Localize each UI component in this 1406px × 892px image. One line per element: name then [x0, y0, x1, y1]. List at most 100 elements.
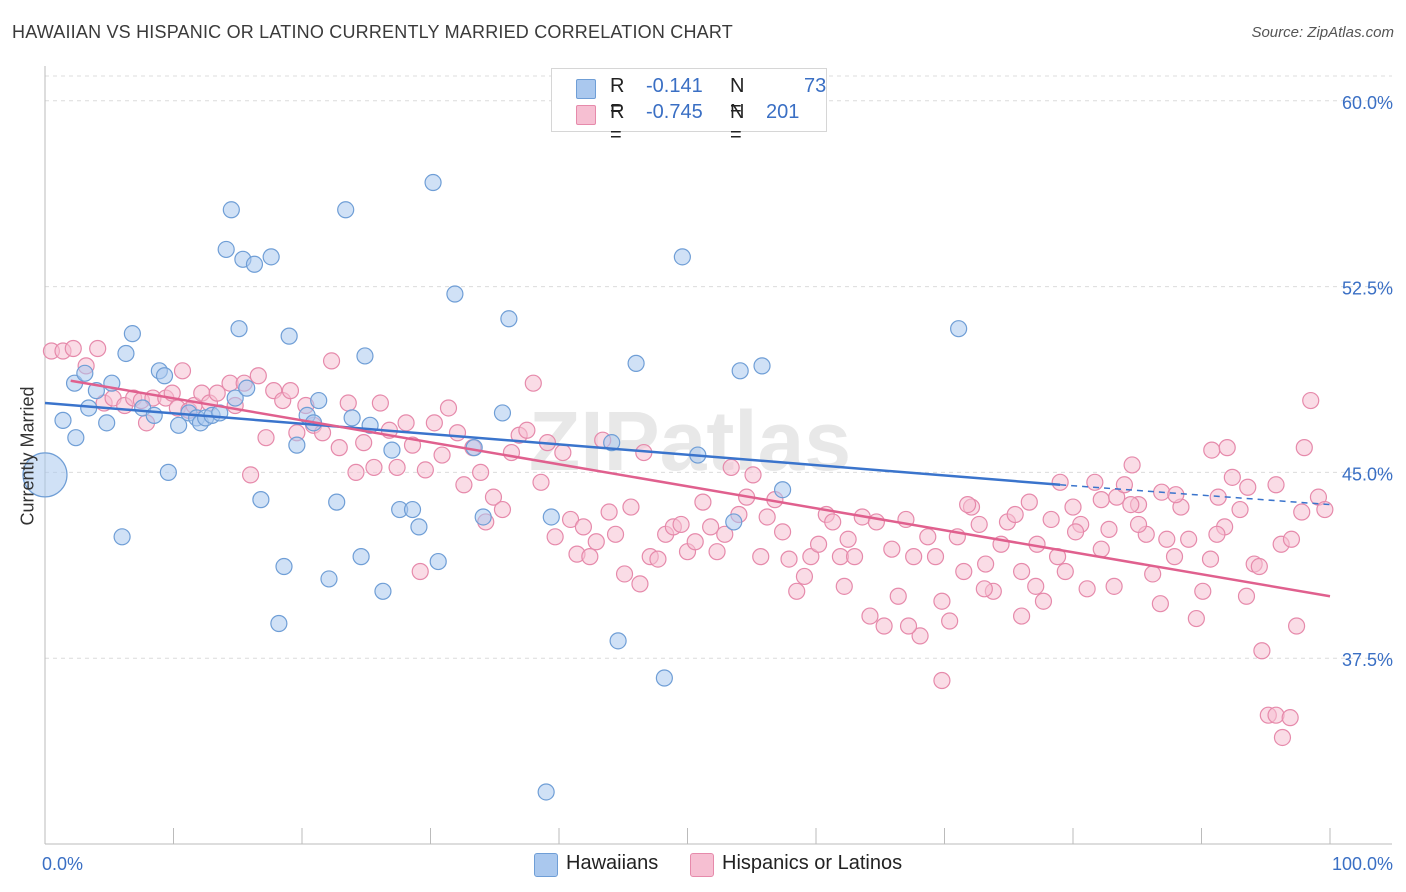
hispanic-point — [839, 530, 857, 548]
hispanic-point — [1282, 530, 1301, 548]
hispanic-point — [1267, 706, 1285, 724]
hispanic-point — [581, 548, 599, 566]
y-tick-label: 52.5% — [1342, 279, 1393, 299]
hawaiian-point — [352, 548, 370, 566]
hawaiian-point — [310, 391, 328, 410]
hispanic-point — [649, 550, 667, 568]
hispanic-point — [752, 548, 770, 566]
hispanic-point — [773, 523, 792, 541]
hispanic-point — [875, 617, 893, 635]
hispanic-point — [1239, 478, 1257, 496]
correlation-legend: R = -0.141 N = 73 R = -0.745 N = 201 — [551, 68, 827, 146]
hispanic-point — [416, 461, 434, 479]
hawaiian-point — [222, 201, 240, 219]
hawaiian-point — [446, 285, 464, 303]
hawaiian-point — [542, 508, 560, 526]
legend-swatch-pink — [576, 105, 596, 125]
hispanic-point — [1167, 486, 1185, 504]
hispanic-point — [802, 548, 820, 566]
hawaiian-point — [67, 429, 85, 447]
y-tick-label: 37.5% — [1342, 650, 1393, 670]
hawaiian-point — [159, 463, 177, 481]
hispanic-point — [606, 525, 625, 543]
hispanic-point — [1223, 468, 1241, 486]
hispanic-point — [1027, 577, 1045, 595]
legend-n-label: N = — [730, 101, 745, 146]
hispanic-point — [425, 414, 443, 432]
hispanic-point — [889, 587, 907, 605]
hawaiian-point — [673, 248, 691, 266]
hispanic-point — [433, 446, 451, 464]
hispanic-point — [208, 384, 226, 402]
hispanic-point — [493, 500, 512, 519]
hispanic-point — [330, 439, 348, 457]
hispanic-point — [1218, 439, 1236, 457]
hispanic-point — [975, 580, 993, 598]
hispanic-point — [1201, 550, 1220, 568]
hawaiian-point — [328, 493, 346, 511]
legend-r-label: R = — [610, 101, 625, 146]
y-tick-labels: 37.5% 45.0% 52.5% 60.0% — [1342, 93, 1393, 670]
hawaiian-point — [725, 513, 743, 531]
hawaiian-point — [603, 434, 621, 452]
hispanic-point — [933, 671, 951, 690]
hispanic-point — [561, 510, 580, 529]
hawaiian-point — [252, 491, 270, 509]
hawaiian-point — [424, 173, 442, 192]
hispanic-point — [795, 567, 814, 586]
hispanic-point — [1287, 617, 1306, 635]
hispanic-point — [532, 473, 550, 491]
hawaiian-point — [493, 404, 512, 422]
bottom-legend-swatch-hawaiians — [534, 853, 558, 877]
hawaiian-point — [54, 411, 72, 429]
legend-r-value: -0.141 — [646, 75, 703, 97]
hispanic-point — [355, 434, 373, 452]
hawaiian-point — [145, 406, 163, 425]
hawaiian-points — [22, 92, 968, 801]
hispanic-point — [1066, 523, 1085, 541]
hispanic-point — [845, 548, 864, 566]
hispanic-point — [1295, 439, 1313, 457]
watermark: ZIPatlas — [529, 394, 851, 488]
hispanic-point — [1006, 505, 1024, 524]
hawaiian-point — [356, 347, 374, 365]
hispanic-point — [899, 617, 918, 635]
hawaiian-point — [123, 325, 141, 343]
hispanic-point — [809, 535, 828, 553]
hawaiian-point — [753, 357, 771, 375]
hispanic-point — [1203, 441, 1221, 459]
hispanic-point — [1208, 525, 1226, 543]
hawaiian-point — [343, 409, 361, 427]
hispanic-point — [780, 550, 798, 568]
hispanic-point — [1267, 476, 1285, 494]
chart-title: HAWAIIAN VS HISPANIC OR LATINO CURRENTLY… — [12, 22, 733, 42]
hawaiian-point — [383, 441, 401, 459]
hawaiian-point — [226, 389, 244, 407]
hispanic-point — [1123, 456, 1141, 474]
hispanic-point — [448, 424, 467, 442]
hawaiian-point — [170, 416, 188, 434]
hawaiian-point — [117, 344, 135, 363]
hispanic-point — [1012, 607, 1031, 625]
hispanic-point — [397, 414, 415, 432]
hispanic-point — [835, 577, 853, 595]
hispanic-point — [1237, 587, 1256, 605]
hispanic-trend-line — [70, 379, 1331, 598]
hispanic-point — [694, 493, 712, 511]
hawaiian-trend-extension — [1060, 484, 1331, 506]
hispanic-point — [365, 458, 383, 477]
hawaiian-trend-line — [44, 401, 1061, 487]
hispanic-point — [1250, 557, 1268, 576]
hawaiian-point — [245, 255, 264, 273]
hispanic-point — [1187, 609, 1205, 628]
hispanic-point — [959, 495, 977, 514]
trend-lines — [44, 379, 1331, 598]
hawaiian-point — [410, 518, 428, 536]
hawaiian-point — [374, 582, 392, 600]
hawaiian-point — [230, 320, 248, 338]
hispanic-point — [1302, 391, 1320, 410]
y-axis-label: Currently Married — [17, 386, 38, 526]
hawaiian-point — [262, 248, 280, 266]
hispanic-point — [242, 466, 260, 484]
hawaiian-point — [217, 240, 235, 259]
